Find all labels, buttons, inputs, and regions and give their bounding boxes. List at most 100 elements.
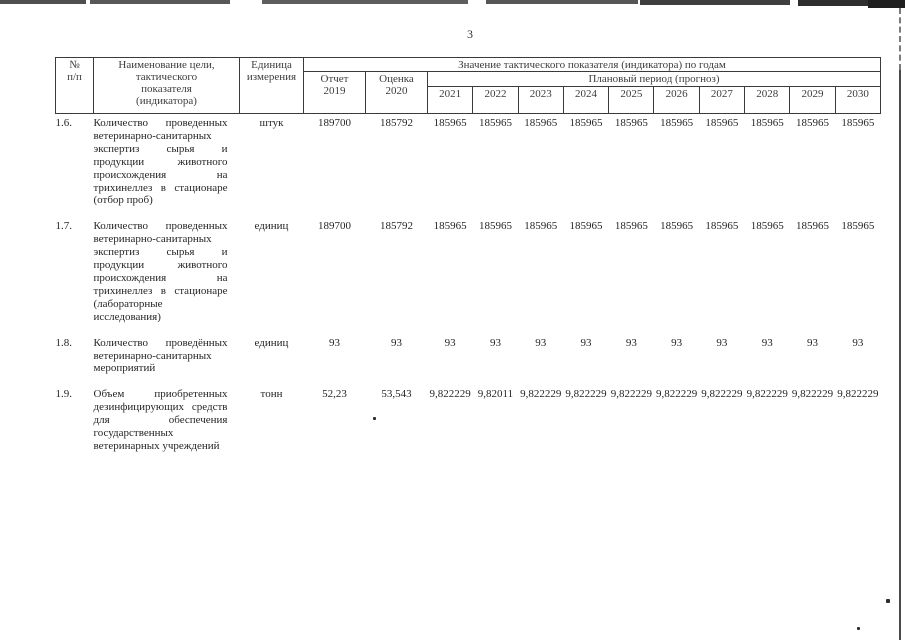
unit-cell: единиц [254, 220, 289, 233]
scan-speck [373, 417, 376, 420]
value-cell: 93 [852, 336, 864, 349]
table-row: 1.8. Количество проведённых ветеринарно-… [56, 334, 881, 386]
value-cell: 185965 [478, 220, 512, 233]
header-unit: Единица измерения [239, 57, 304, 114]
value-cell: 185965 [660, 220, 694, 233]
scan-artifact-top [486, 0, 638, 4]
header-indicator-name-label: Наименование цели, тактического показате… [118, 59, 215, 107]
indicator-name: Количество проведённых ветеринарно-санит… [94, 334, 240, 386]
value-cell: 185965 [524, 117, 558, 129]
value-cell: 93 [391, 336, 402, 349]
table-row: 1.9. Объем приобретенных дезинфицирующих… [56, 385, 881, 463]
scan-artifact-top [640, 0, 790, 5]
value-cell: 185965 [569, 220, 603, 233]
header-year: 2030 [834, 86, 881, 114]
value-cell: 93 [625, 336, 637, 349]
value-cell: 9,82011 [477, 388, 514, 401]
scan-artifact-top [90, 0, 230, 4]
value-cell: 93 [761, 336, 773, 349]
value-cell: 185965 [705, 117, 739, 129]
value-cell: 9,822229 [746, 388, 788, 401]
indicator-name: Количество проведенных ветеринарно-санит… [94, 217, 240, 333]
value-cell: 185965 [705, 220, 739, 233]
value-cell: 93 [671, 336, 683, 349]
header-year: 2027 [698, 86, 746, 114]
indicator-name-text: Количество проведенных ветеринарно-санит… [93, 117, 228, 207]
value-cell: 189700 [318, 220, 351, 233]
value-cell: 185965 [796, 117, 830, 129]
header-report-2019: Отчет 2019 [303, 71, 366, 114]
value-cell: 93 [716, 336, 728, 349]
value-cell: 53,543 [381, 388, 412, 401]
indicator-name: Количество проведенных ветеринарно-санит… [94, 114, 240, 218]
header-estimate-2020: Оценка 2020 [365, 71, 428, 114]
header-year: 2025 [608, 86, 655, 114]
value-cell: 185965 [614, 220, 648, 233]
indicator-name: Объем приобретенных дезинфицирующих сред… [94, 385, 240, 463]
row-number: 1.7. [55, 220, 73, 233]
value-cell: 9,822229 [837, 388, 879, 401]
value-cell: 9,822229 [701, 388, 743, 401]
value-cell: 93 [444, 336, 456, 349]
value-cell: 9,822229 [520, 388, 562, 401]
indicator-name-text: Количество проведенных ветеринарно-санит… [93, 220, 228, 323]
row-number: 1.8. [55, 336, 73, 349]
value-cell: 93 [580, 336, 592, 349]
value-cell: 93 [489, 336, 501, 349]
row-number: 1.9. [55, 388, 73, 401]
value-cell: 185965 [796, 220, 830, 233]
value-cell: 93 [807, 336, 819, 349]
value-cell: 185965 [750, 220, 784, 233]
value-cell: 185965 [478, 117, 512, 129]
value-cell: 185965 [433, 220, 467, 233]
value-cell: 185965 [614, 117, 648, 129]
header-year: 2022 [472, 86, 519, 114]
value-cell: 185965 [569, 117, 603, 129]
table-row: 1.7. Количество проведенных ветеринарно-… [56, 217, 881, 333]
scan-artifact-top [0, 0, 86, 4]
header-year: 2028 [744, 86, 791, 114]
row-number: 1.6. [55, 117, 73, 129]
scan-artifact-top [262, 0, 468, 4]
value-cell: 185965 [433, 117, 467, 129]
header-indicator-name: Наименование цели, тактического показате… [93, 57, 240, 114]
value-cell: 93 [535, 336, 547, 349]
header-year: 2029 [789, 86, 836, 114]
header-year: 2023 [517, 86, 564, 114]
indicator-name-text: Объем приобретенных дезинфицирующих сред… [93, 388, 228, 452]
value-cell: 185792 [380, 220, 413, 233]
value-cell: 185792 [380, 117, 413, 129]
scan-speck [886, 599, 890, 603]
unit-cell: тонн [260, 388, 283, 401]
scan-artifact-top [798, 0, 905, 6]
value-cell: 185965 [750, 117, 784, 129]
value-cell: 9,822229 [610, 388, 652, 401]
value-cell: 9,822229 [429, 388, 471, 401]
header-row-number: № п/п [55, 57, 94, 114]
value-cell: 9,822229 [791, 388, 834, 401]
scan-artifact-right-edge [899, 70, 901, 640]
unit-cell: единиц [254, 336, 289, 349]
unit-cell: штук [259, 117, 284, 129]
scan-artifact-right-edge-dashed [899, 8, 901, 70]
value-cell: 185965 [660, 117, 694, 129]
value-cell: 9,822229 [565, 388, 607, 401]
header-year: 2026 [653, 86, 700, 114]
value-cell: 52,23 [322, 388, 347, 401]
value-cell: 185965 [524, 220, 558, 233]
value-cell: 9,822229 [656, 388, 698, 401]
header-values-group: Значение тактического показателя (индика… [303, 57, 881, 72]
value-cell: 189700 [318, 117, 351, 129]
indicators-table: № п/п Наименование цели, тактического по… [55, 57, 881, 463]
indicator-name-text: Количество проведённых ветеринарно-санит… [93, 336, 228, 375]
value-cell: 93 [329, 336, 340, 349]
page-number: 3 [467, 27, 473, 41]
header-year: 2021 [426, 86, 474, 114]
scan-speck [857, 627, 860, 630]
header-unit-label: Единица измерения [246, 59, 297, 83]
scan-artifact-top-corner [868, 0, 905, 8]
value-cell: 185965 [841, 117, 875, 129]
header-year: 2024 [562, 86, 610, 114]
table-row: 1.6. Количество проведенных ветеринарно-… [56, 114, 881, 218]
